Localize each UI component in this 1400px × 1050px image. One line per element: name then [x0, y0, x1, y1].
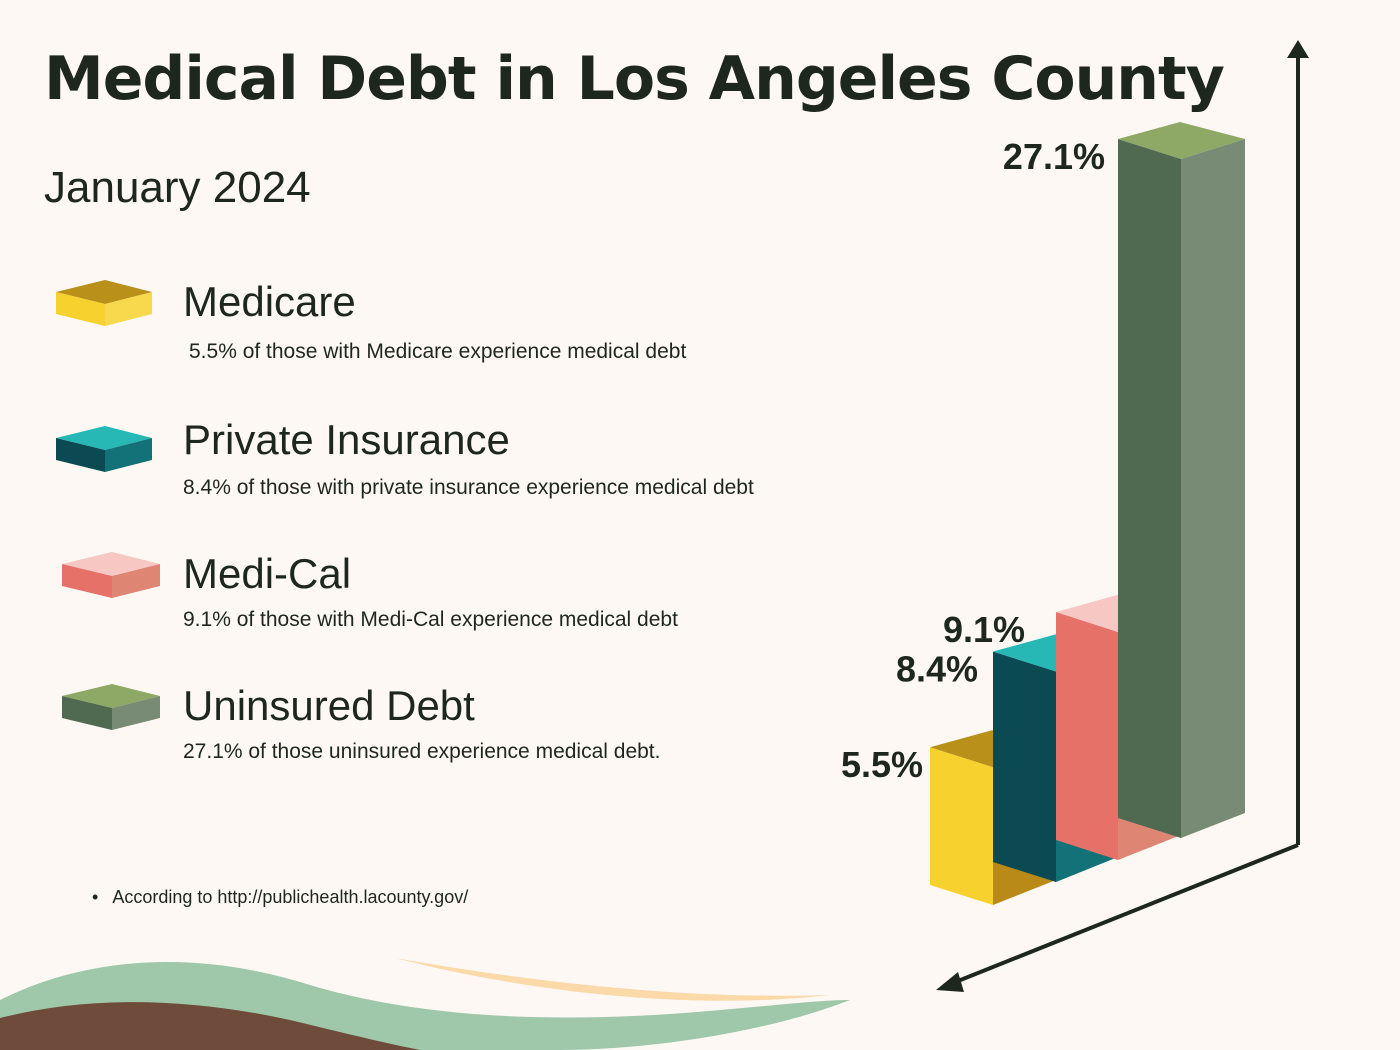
legend-label: Medi-Cal: [183, 550, 352, 597]
bar-front-face: [1056, 611, 1118, 860]
legend-desc: 27.1% of those uninsured experience medi…: [183, 740, 661, 763]
wave-orange: [395, 958, 830, 1001]
medicare-swatch-icon: [56, 280, 152, 326]
data-label-uninsured: 27.1%: [1003, 136, 1105, 177]
legend-label: Uninsured Debt: [183, 682, 475, 729]
legend-label: Medicare: [183, 278, 356, 325]
bar-top-face: [1118, 122, 1245, 159]
x-axis-arrow-icon: [936, 972, 964, 992]
medi-cal-swatch-icon: [62, 552, 160, 598]
legend-item-private-insurance: Private Insurance 8.4% of those with pri…: [0, 416, 820, 526]
chart-axes: [936, 40, 1309, 992]
page-title: Medical Debt in Los Angeles County: [44, 44, 1225, 114]
legend-item-medicare: Medicare 5.5% of those with Medicare exp…: [0, 278, 820, 388]
data-label-medi-cal: 9.1%: [943, 609, 1025, 650]
data-label-medicare: 5.5%: [841, 744, 923, 785]
uninsured-swatch-icon: [62, 684, 160, 730]
bar-uninsured: [1118, 122, 1245, 838]
source-text: According to http://publichealth.lacount…: [112, 887, 469, 907]
legend-desc: 9.1% of those with Medi-Cal experience m…: [183, 608, 678, 631]
page-subtitle: January 2024: [44, 163, 311, 212]
legend-item-medi-cal: Medi-Cal 9.1% of those with Medi-Cal exp…: [0, 550, 820, 660]
bar-side-face: [1181, 139, 1245, 838]
legend-desc: 8.4% of those with private insurance exp…: [183, 476, 754, 499]
bar-front-face: [993, 651, 1056, 882]
y-axis-arrow-icon: [1287, 40, 1309, 58]
legend-desc: 5.5% of those with Medicare experience m…: [189, 340, 687, 363]
bar-front-face: [1118, 139, 1181, 838]
data-label-private-insurance: 8.4%: [896, 649, 978, 690]
bullet: •: [92, 887, 99, 907]
x-axis: [947, 843, 1299, 987]
legend-label: Private Insurance: [183, 416, 510, 463]
legend-item-uninsured: Uninsured Debt 27.1% of those uninsured …: [0, 682, 820, 792]
source-note: • According to http://publichealth.lacoun…: [92, 887, 468, 908]
wave-brown: [0, 1002, 420, 1050]
private-insurance-swatch-icon: [56, 426, 152, 472]
bar-front-face: [930, 747, 993, 905]
